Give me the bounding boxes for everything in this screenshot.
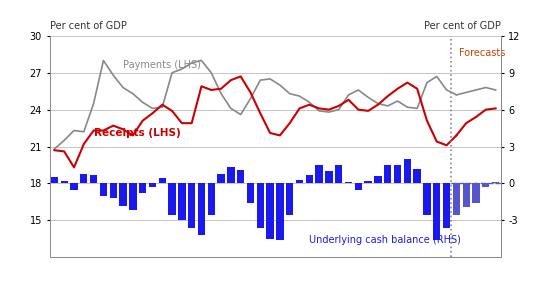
Bar: [266, 183, 274, 239]
Bar: [178, 183, 185, 220]
Bar: [433, 183, 441, 240]
Bar: [453, 183, 460, 215]
Bar: [70, 183, 78, 190]
Bar: [188, 183, 195, 228]
Text: Receipts (LHS): Receipts (LHS): [94, 128, 180, 138]
Bar: [109, 183, 117, 198]
Bar: [247, 183, 254, 203]
Bar: [296, 180, 303, 183]
Bar: [276, 183, 284, 240]
Bar: [158, 179, 166, 183]
Bar: [472, 183, 480, 203]
Bar: [227, 167, 234, 183]
Bar: [482, 183, 490, 187]
Bar: [286, 183, 293, 215]
Bar: [100, 183, 107, 196]
Bar: [316, 165, 323, 183]
Text: Underlying cash balance (RHS): Underlying cash balance (RHS): [309, 235, 461, 245]
Bar: [374, 176, 382, 183]
Text: Per cent of GDP: Per cent of GDP: [424, 22, 500, 31]
Text: Forecasts: Forecasts: [459, 48, 505, 58]
Text: Per cent of GDP: Per cent of GDP: [50, 22, 127, 31]
Bar: [414, 169, 421, 183]
Bar: [384, 165, 392, 183]
Bar: [207, 183, 215, 215]
Bar: [217, 173, 225, 183]
Bar: [365, 181, 372, 183]
Bar: [325, 171, 333, 183]
Bar: [237, 170, 244, 183]
Bar: [335, 165, 343, 183]
Bar: [345, 182, 352, 183]
Bar: [424, 183, 431, 215]
Bar: [492, 182, 499, 183]
Bar: [90, 175, 97, 183]
Bar: [51, 177, 58, 183]
Bar: [257, 183, 264, 228]
Text: Payments (LHS): Payments (LHS): [123, 60, 201, 70]
Bar: [306, 175, 313, 183]
Bar: [355, 183, 362, 190]
Bar: [443, 183, 450, 228]
Bar: [198, 183, 205, 235]
Bar: [119, 183, 126, 205]
Bar: [139, 183, 146, 193]
Bar: [80, 173, 87, 183]
Bar: [394, 165, 402, 183]
Bar: [148, 183, 156, 187]
Bar: [129, 183, 136, 210]
Bar: [463, 183, 470, 207]
Bar: [60, 181, 68, 183]
Bar: [404, 159, 411, 183]
Bar: [168, 183, 176, 215]
